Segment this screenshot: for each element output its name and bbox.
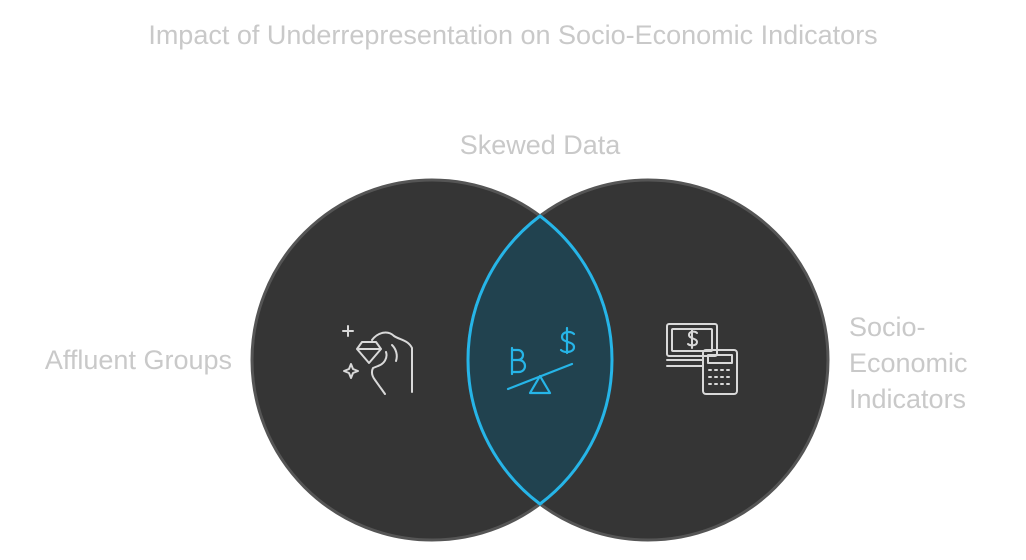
intersection-label: Skewed Data <box>459 130 621 160</box>
right-set-label-line: Economic <box>849 348 968 378</box>
right-set-label: Socio- Economic Indicators <box>849 309 968 417</box>
diagram-title: Impact of Underrepresentation on Socio-E… <box>148 20 878 50</box>
money-calculator-icon <box>666 323 738 395</box>
intersection-region <box>466 214 614 506</box>
right-set-label-line: Socio- <box>849 312 926 342</box>
balance-scale-bitcoin-dollar-icon <box>506 326 576 395</box>
left-set-label: Affluent Groups <box>44 345 232 375</box>
hand-diamond-icon <box>342 325 413 395</box>
right-set-label-line: Indicators <box>849 384 967 414</box>
